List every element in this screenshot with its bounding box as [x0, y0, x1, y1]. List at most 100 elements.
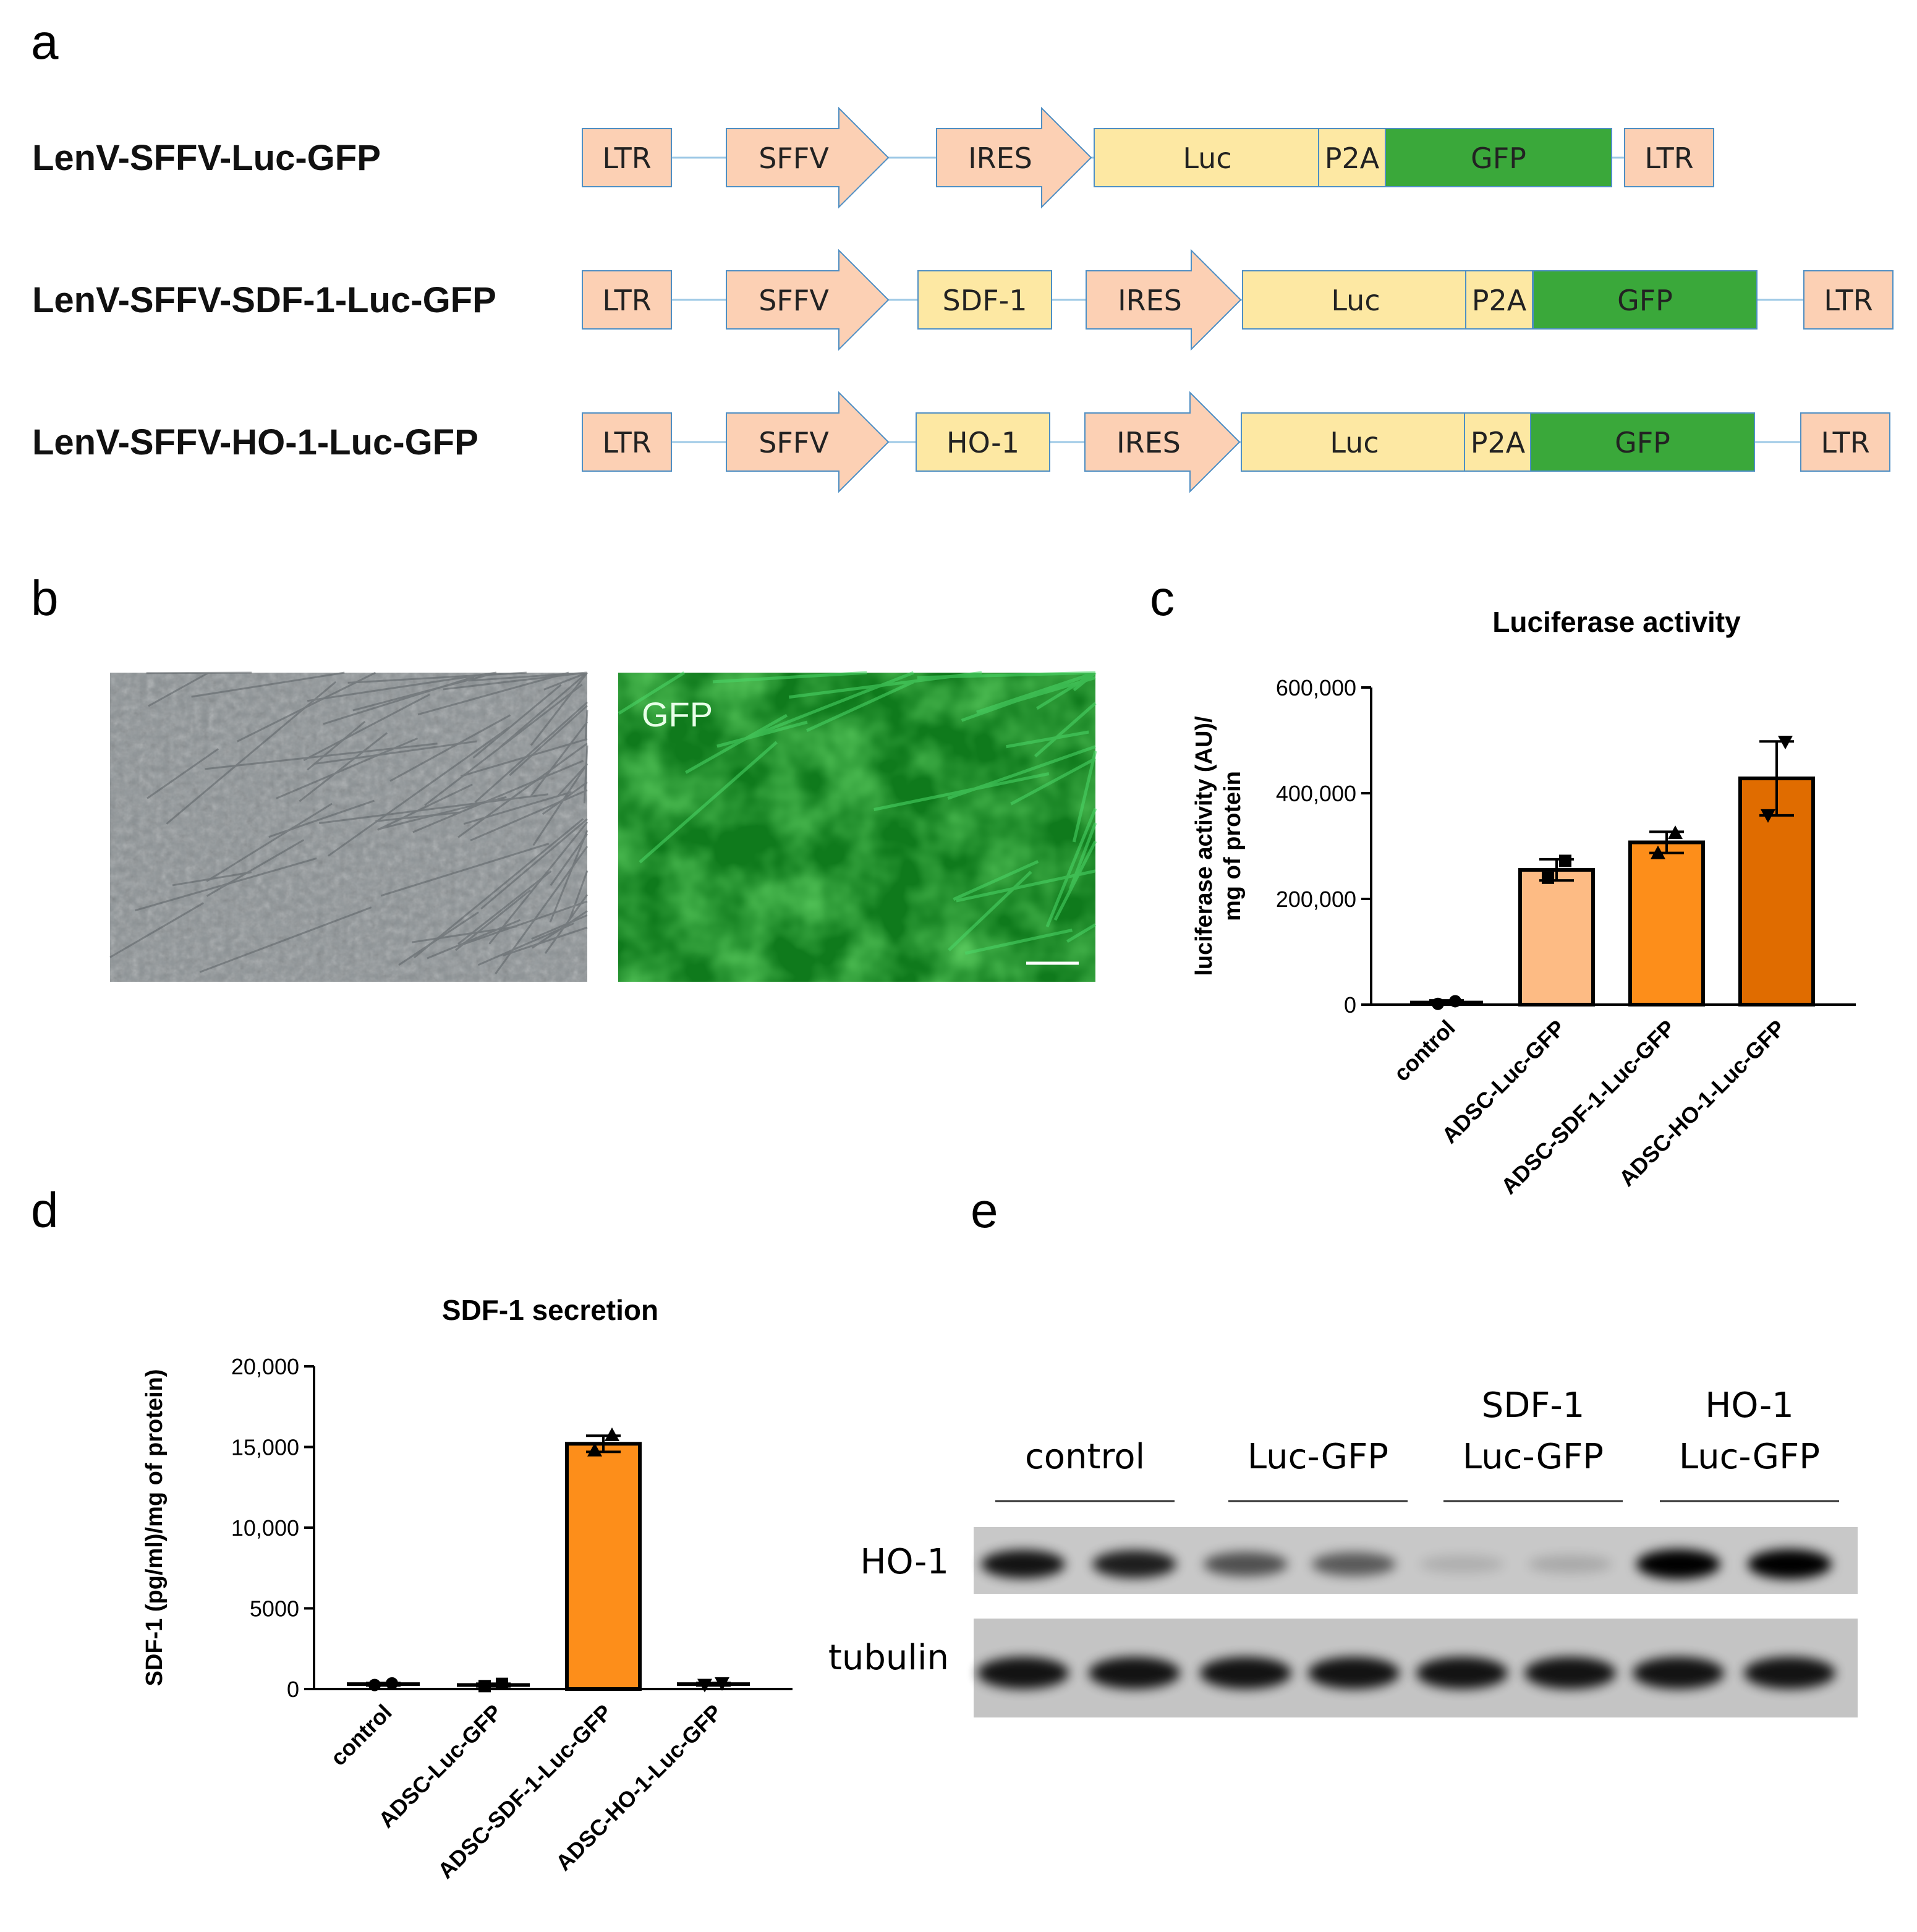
lane-group-label: control	[1025, 1437, 1145, 1477]
data-point	[1449, 995, 1461, 1008]
gfp-fiber	[1073, 671, 1097, 692]
panel-label-e: e	[971, 1183, 998, 1238]
box-luc	[1242, 270, 1469, 330]
gfp-fiber	[953, 860, 1039, 901]
fiber	[318, 793, 548, 825]
fiber	[499, 671, 588, 749]
fiber	[488, 821, 589, 945]
fiber	[206, 802, 333, 882]
fiber	[480, 818, 588, 910]
gfp-fiber	[1045, 807, 1097, 927]
y-tick-label: 400,000	[1276, 781, 1356, 806]
data-point	[1651, 845, 1665, 859]
data-point	[1559, 854, 1571, 867]
fiber	[463, 791, 572, 825]
data-point	[587, 1442, 602, 1457]
element-ltr: LTR	[602, 142, 651, 175]
gfp-fiber	[1072, 751, 1097, 843]
element-luc: Luc	[1183, 142, 1231, 175]
fiber	[412, 760, 584, 833]
fiber	[470, 789, 588, 841]
construct-name: LenV-SFFV-HO-1-Luc-GFP	[32, 422, 478, 462]
band-ho1	[1528, 1555, 1612, 1573]
panel-label-b: b	[31, 571, 59, 626]
chart-title: Luciferase activity	[1492, 606, 1741, 638]
micrograph-gfp: GFP	[618, 671, 1097, 982]
gfp-fiber	[685, 713, 788, 774]
band-ho1	[1204, 1552, 1288, 1577]
fiber	[472, 684, 562, 759]
box-p2a	[1464, 412, 1532, 472]
promoter-arrow-sffv	[726, 106, 890, 209]
gfp-fiber	[873, 772, 1050, 811]
y-axis-label: luciferase activity (AU)/mg of protein	[1191, 716, 1246, 976]
fiber	[375, 811, 462, 822]
x-tick-label: control	[1388, 1015, 1460, 1086]
band-tubulin	[977, 1657, 1069, 1689]
fiber	[314, 740, 477, 765]
fiber	[568, 870, 589, 921]
band-ho1	[1636, 1549, 1720, 1580]
y-tick-label: 20,000	[231, 1354, 299, 1379]
fiber	[531, 914, 588, 940]
band-tubulin	[1308, 1657, 1400, 1689]
gfp-fiber	[1006, 730, 1089, 749]
lane-group-label: Luc-GFP	[1463, 1437, 1604, 1477]
fiber	[457, 900, 588, 947]
fiber	[199, 906, 372, 973]
fiber	[468, 671, 588, 682]
fiber	[549, 830, 589, 923]
data-point	[1761, 809, 1775, 823]
box-ltr	[582, 412, 672, 472]
fiber	[460, 738, 588, 777]
band-tubulin	[1089, 1657, 1180, 1689]
fiber	[377, 783, 473, 831]
row-label-ho1: HO-1	[860, 1542, 949, 1582]
box-gfp	[1530, 412, 1755, 472]
box-p2a	[1318, 128, 1386, 187]
y-axis-label-line: luciferase activity (AU)/	[1191, 716, 1217, 976]
fiber	[443, 671, 587, 691]
box-ho-1	[916, 412, 1050, 472]
fiber	[307, 671, 496, 702]
gfp-fiber	[917, 671, 1095, 679]
gfp-fiber	[956, 869, 1096, 903]
promoter-arrow-ires	[1086, 249, 1242, 351]
band-ho1	[1748, 1549, 1832, 1580]
fiber	[411, 926, 517, 943]
gfp-fiber	[716, 720, 808, 748]
box-gfp	[1532, 270, 1758, 330]
promoter-arrow-sffv	[726, 391, 890, 493]
fiber	[550, 833, 589, 887]
data-point	[368, 1679, 381, 1692]
promoter-arrow-ires	[936, 106, 1092, 209]
gfp-fiber	[1068, 822, 1097, 890]
fiber	[389, 714, 511, 782]
chart-sdf1: SDF-1 secretion 0 5000 10,000 15,000 20,000 SD…	[142, 1294, 793, 1883]
box-gfp	[1385, 128, 1612, 187]
data-point	[1542, 871, 1554, 884]
band-tubulin	[1744, 1657, 1835, 1689]
element-p2a: P2A	[1325, 142, 1380, 175]
fiber	[352, 671, 497, 712]
band-ho1	[1092, 1550, 1176, 1578]
fiber	[457, 743, 588, 838]
fiber	[206, 839, 305, 897]
panel-label-c: c	[1150, 571, 1175, 626]
lane-group-label: HO-1	[1705, 1385, 1794, 1426]
box-ltr	[1800, 412, 1890, 472]
panel-label-d: d	[31, 1183, 59, 1238]
gfp-fiber	[948, 870, 1032, 951]
bar	[1628, 840, 1705, 1006]
element-gfp: GFP	[1617, 284, 1673, 317]
construct-name: LenV-SFFV-SDF-1-Luc-GFP	[32, 280, 496, 320]
micrograph-brightfield	[109, 671, 589, 982]
y-tick-label: 0	[287, 1677, 299, 1702]
fiber	[328, 726, 511, 857]
box-ltr	[582, 128, 672, 187]
fiber	[509, 705, 589, 777]
fiber	[303, 693, 430, 762]
fiber	[109, 902, 204, 958]
band-ho1	[981, 1549, 1065, 1579]
data-point	[496, 1677, 508, 1690]
